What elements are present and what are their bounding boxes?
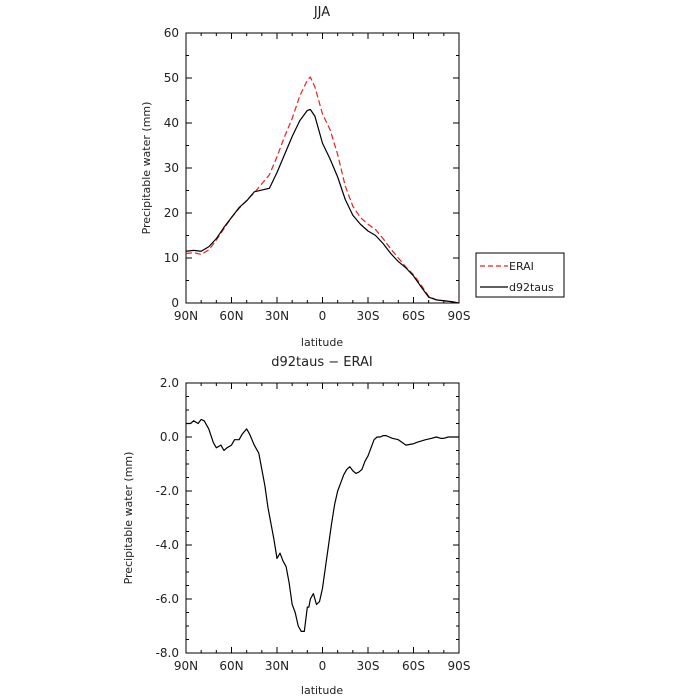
bottom-chart-title: d92taus − ERAI	[271, 355, 372, 370]
top-y-tick-label: 60	[164, 26, 179, 40]
bottom-y-tick-label: -2.0	[156, 484, 179, 498]
bottom-plot-frame	[185, 382, 460, 654]
top-panel: JJA 90N 60N 30N 0 30S 60S 90S 0 10 20 30 40 50 60 la…	[140, 5, 565, 349]
top-series-lines	[185, 76, 460, 304]
bottom-y-axis-label: Precipitable water (mm)	[122, 452, 135, 585]
bottom-series-line-0	[186, 418, 459, 632]
legend-label-erai: ERAI	[509, 260, 534, 273]
top-y-ticks: 0 10 20 30 40 50 60	[164, 26, 459, 310]
top-y-tick-label: 0	[171, 296, 179, 310]
bottom-x-tick-label: 60S	[402, 659, 425, 673]
top-y-tick-label: 10	[164, 251, 179, 265]
top-y-tick-label: 40	[164, 116, 179, 130]
bottom-y-tick-label: -4.0	[156, 538, 179, 552]
bottom-x-axis-label: latitude	[301, 684, 343, 697]
top-x-tick-label: 30N	[265, 309, 289, 323]
bottom-y-ticks: 2.0 0.0 -2.0 -4.0 -6.0 -8.0	[156, 376, 459, 660]
bottom-y-tick-label: -6.0	[156, 592, 179, 606]
top-x-ticks: 90N 60N 30N 0 30S 60S 90S	[174, 33, 471, 323]
top-series-line-erai	[185, 76, 460, 304]
legend: ERAI d92taus	[475, 252, 565, 298]
top-x-tick-label: 30S	[357, 309, 380, 323]
top-y-tick-label: 30	[164, 161, 179, 175]
top-x-axis-label: latitude	[301, 336, 343, 349]
top-chart-title: JJA	[313, 5, 330, 20]
bottom-x-tick-label: 60N	[219, 659, 243, 673]
top-x-tick-label: 60N	[219, 309, 243, 323]
bottom-panel: d92taus − ERAI 90N 60N 30N 0 30S 60S 90S 2.0 0.…	[122, 355, 470, 697]
bottom-y-tick-label: -8.0	[156, 646, 179, 660]
bottom-y-tick-label: 0.0	[160, 430, 179, 444]
top-series-line-d92taus	[185, 108, 460, 304]
bottom-x-tick-label: 90S	[448, 659, 471, 673]
top-x-tick-label: 0	[319, 309, 327, 323]
top-plot-frame	[185, 32, 460, 304]
bottom-x-tick-label: 90N	[174, 659, 198, 673]
top-x-tick-label: 90S	[448, 309, 471, 323]
top-x-tick-label: 60S	[402, 309, 425, 323]
bottom-series-lines	[186, 418, 459, 632]
legend-box	[475, 252, 565, 298]
bottom-x-tick-label: 0	[319, 659, 327, 673]
top-y-tick-label: 20	[164, 206, 179, 220]
bottom-x-tick-label: 30S	[357, 659, 380, 673]
top-x-tick-label: 90N	[174, 309, 198, 323]
top-y-tick-label: 50	[164, 71, 179, 85]
legend-label-d92taus: d92taus	[509, 281, 554, 294]
top-y-axis-label: Precipitable water (mm)	[140, 102, 153, 235]
bottom-x-tick-label: 30N	[265, 659, 289, 673]
bottom-x-ticks: 90N 60N 30N 0 30S 60S 90S	[174, 383, 471, 673]
bottom-y-tick-label: 2.0	[160, 376, 179, 390]
